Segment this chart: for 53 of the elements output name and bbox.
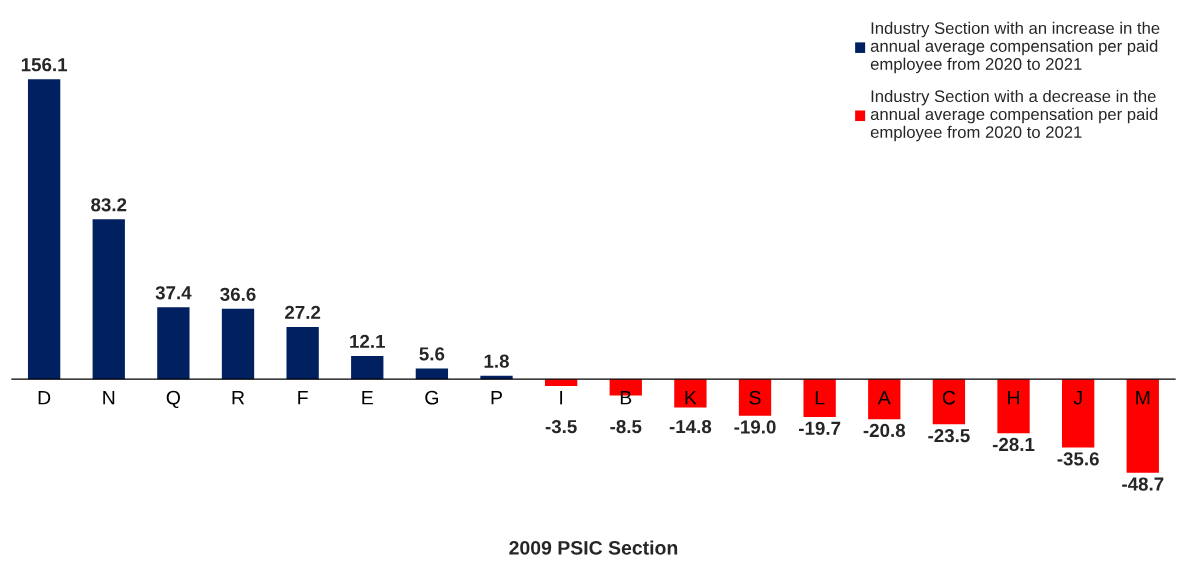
x-tick-label: G (425, 390, 438, 405)
data-label: -20.8 (863, 423, 906, 438)
bar (738, 379, 772, 416)
data-label: -19.0 (734, 420, 776, 434)
data-label: -19.7 (799, 421, 841, 435)
bar (997, 379, 1030, 434)
x-tick-label: P (491, 390, 502, 405)
data-label: -23.5 (928, 428, 970, 443)
bar (221, 308, 255, 380)
bar (415, 368, 449, 380)
data-label: 83.2 (91, 198, 127, 212)
bar (1126, 379, 1159, 473)
bar (803, 379, 836, 418)
data-label: 156.1 (21, 58, 68, 72)
bar (157, 307, 190, 380)
data-label: -14.8 (669, 419, 712, 434)
data-label: -35.6 (1057, 452, 1099, 466)
legend-label: Industry Section with an increase in the annual average compensation per paid employee from 2020 to 2021 (870, 21, 1160, 74)
x-tick-label: I (560, 390, 563, 405)
data-label: -48.7 (1122, 477, 1164, 491)
x-tick-label: D (38, 390, 51, 405)
data-label: 37.4 (155, 286, 192, 300)
data-label: -28.1 (992, 437, 1035, 452)
x-tick-label: L (815, 390, 825, 405)
x-axis-title: 2009 PSIC Section (509, 540, 678, 555)
x-tick-label: N (103, 390, 115, 405)
data-label: -3.5 (545, 419, 577, 434)
x-tick-label: M (1136, 390, 1150, 405)
data-label: 1.8 (484, 354, 509, 368)
bar (286, 326, 319, 380)
x-tick-label: F (298, 390, 308, 405)
x-tick-label: E (362, 390, 373, 405)
data-label: 27.2 (285, 305, 321, 319)
bar (932, 379, 966, 425)
x-tick-label: C (942, 390, 956, 405)
bar (92, 219, 125, 380)
bar (674, 379, 707, 408)
data-label: 36.6 (220, 287, 256, 301)
bar (351, 355, 384, 380)
bar (27, 79, 61, 380)
legend-label: Industry Section with a decrease in the annual average compensation per paid employee from 2020 to 2021 (870, 89, 1158, 142)
x-tick-label: Q (166, 390, 181, 409)
x-tick-label: J (1073, 390, 1082, 405)
data-label: 5.6 (419, 347, 445, 361)
x-tick-label: K (685, 390, 697, 405)
x-tick-label: A (877, 390, 891, 405)
x-tick-label: R (232, 390, 245, 405)
bar (868, 379, 901, 420)
data-label: -8.5 (610, 419, 642, 434)
bar (1062, 379, 1095, 448)
data-label: 12.1 (350, 334, 385, 348)
x-tick-label: S (749, 390, 761, 405)
x-tick-label: H (1008, 390, 1019, 405)
